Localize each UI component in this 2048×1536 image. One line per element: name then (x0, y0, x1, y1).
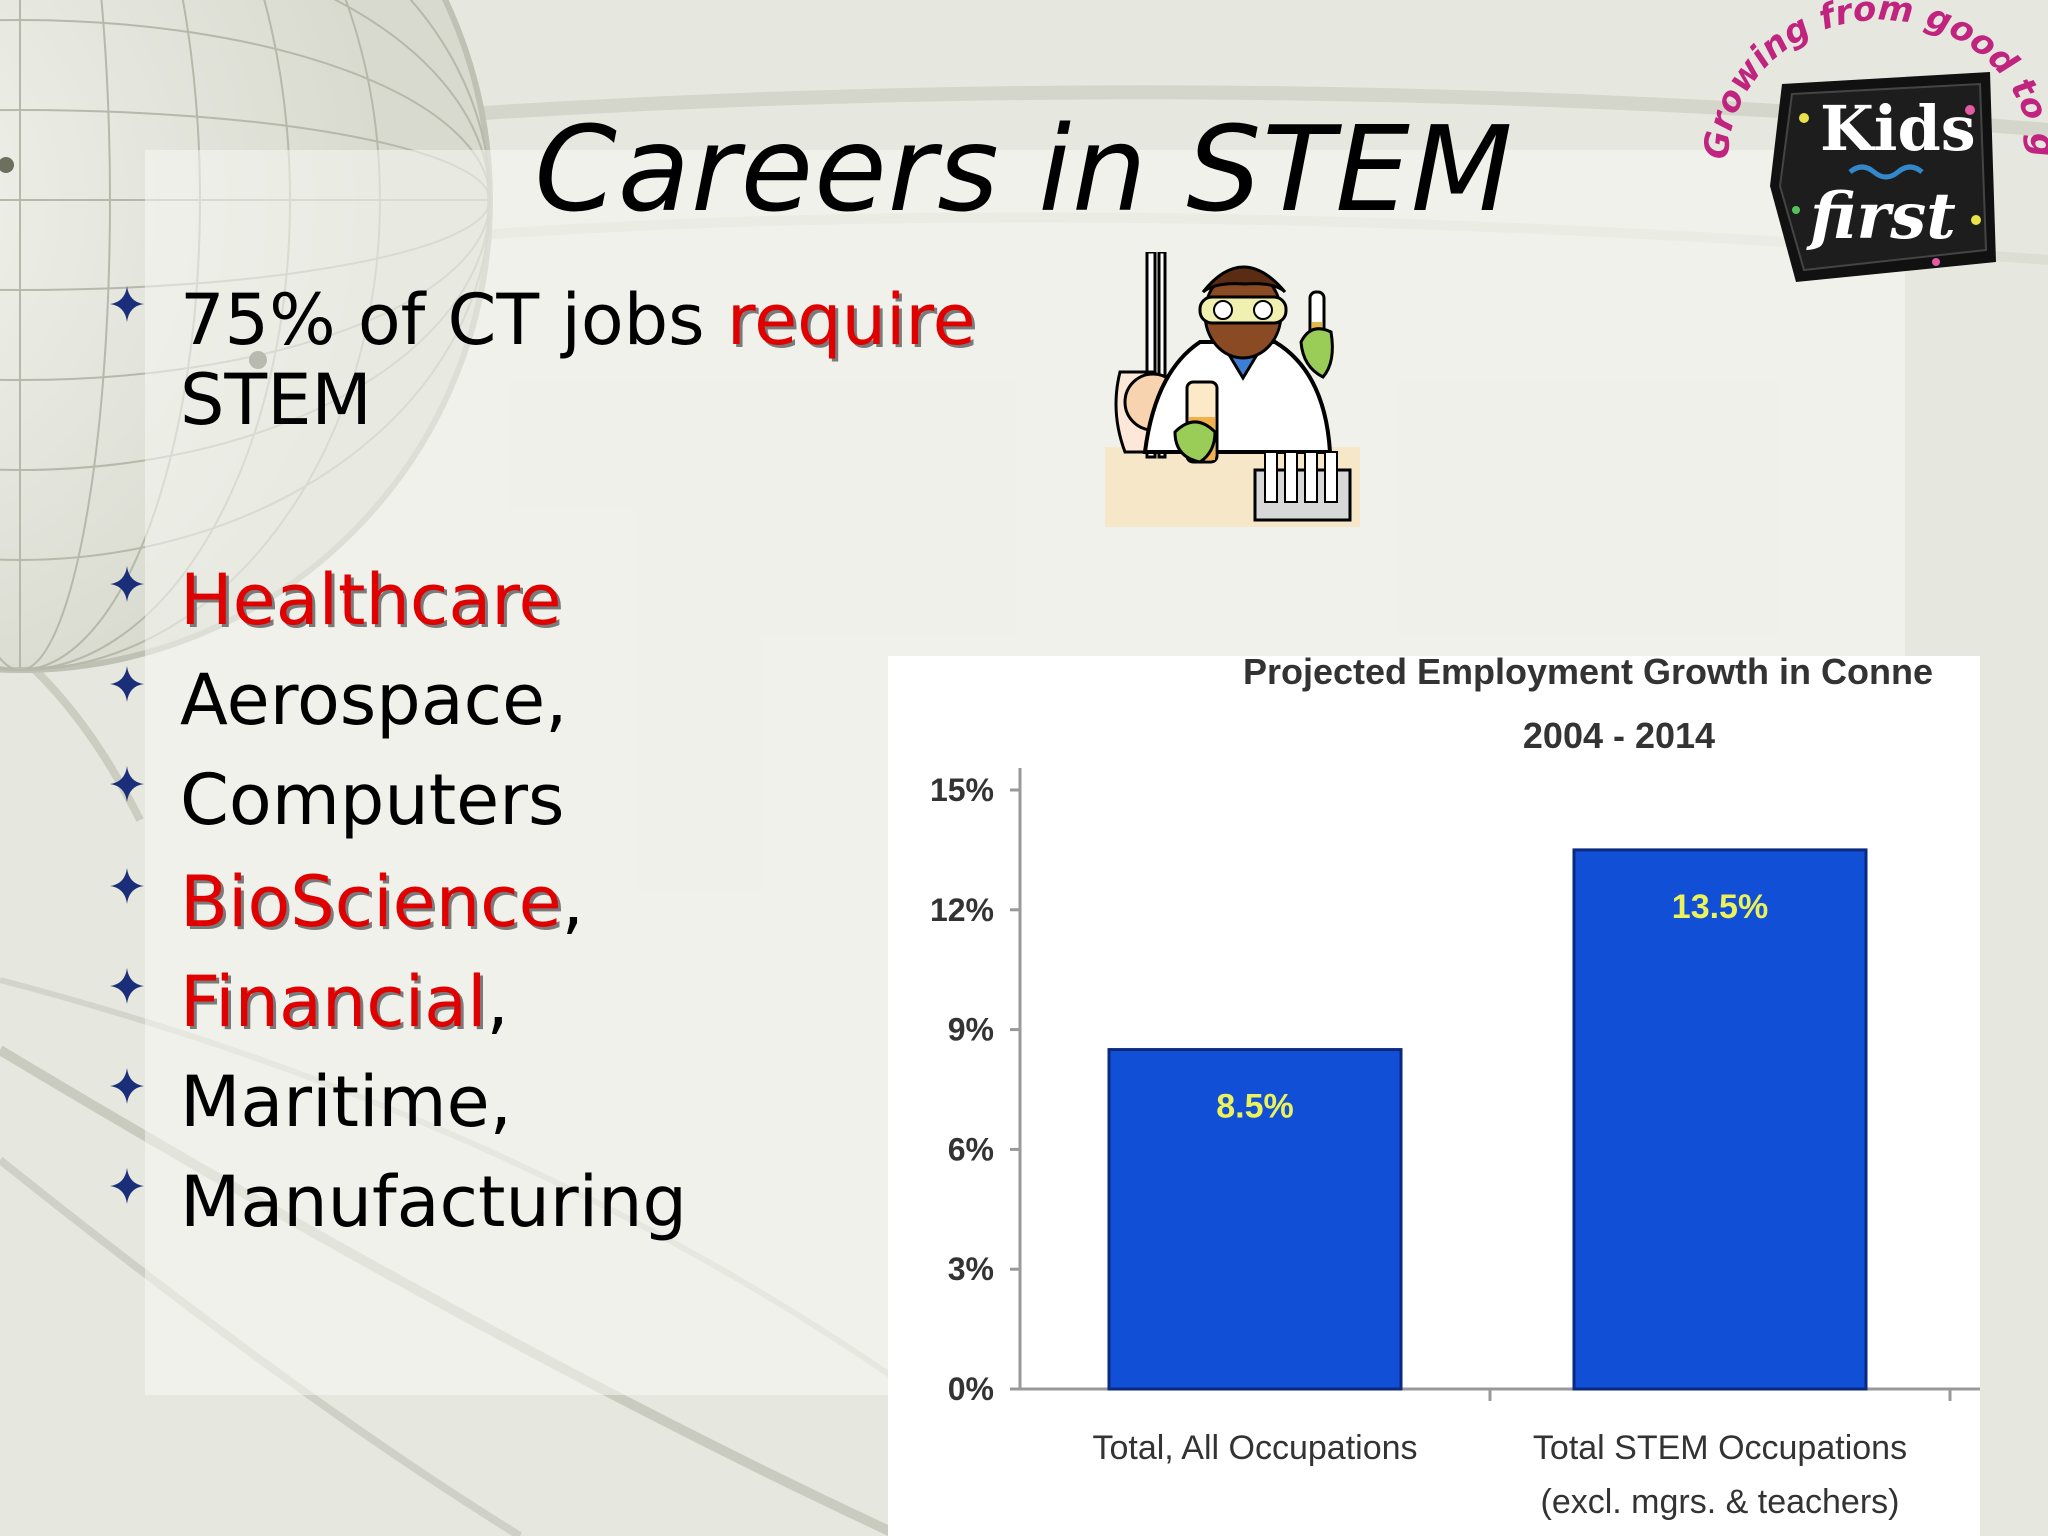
chart-svg: Projected Employment Growth in Conne 2004… (930, 656, 1980, 1521)
bullet-text: Financial, (180, 962, 509, 1042)
bullet-text-part: Aerospace, (180, 659, 568, 741)
bar (1107, 1048, 1403, 1391)
star-bullet-icon (110, 868, 144, 904)
star-bullet-icon (110, 1068, 144, 1104)
star-bullet-icon (110, 286, 144, 322)
star-bullet-icon (110, 968, 144, 1004)
bullet-text: Aerospace, (180, 660, 567, 740)
y-tick-label: 12% (930, 892, 994, 928)
bullet-text: Maritime, (180, 1062, 512, 1142)
highlighted-text: Financial (180, 961, 487, 1043)
x-category-label: Total, All Occupations (1092, 1429, 1417, 1467)
logo-first-text: first (1806, 179, 1956, 254)
employment-growth-chart: Projected Employment Growth in Conne 2004… (888, 656, 1980, 1536)
star-bullet-icon (110, 666, 144, 702)
chart-subtitle: 2004 - 2014 (1523, 715, 1715, 756)
y-tick-label: 3% (948, 1251, 994, 1287)
kids-first-logo: Growing from good to great Kids first (1700, 0, 2048, 282)
star-bullet-icon (110, 1168, 144, 1204)
y-tick-label: 15% (930, 772, 994, 808)
bullet-text-part: 75% of CT jobs (180, 279, 727, 361)
y-tick-label: 0% (948, 1371, 994, 1407)
y-tick-label: 9% (948, 1012, 994, 1048)
bullet-text-part: Computers (180, 759, 565, 841)
star-bullet-icon (110, 766, 144, 802)
chart-title: Projected Employment Growth in Conne (1243, 656, 1933, 692)
bullet-text-part: Maritime, (180, 1061, 512, 1143)
bullet-text: Healthcare (180, 560, 562, 640)
bullet-text: Manufacturing (180, 1162, 687, 1242)
highlighted-text: Healthcare (180, 559, 562, 641)
bullet-text: BioScience, (180, 862, 584, 942)
y-tick-label: 6% (948, 1131, 994, 1167)
scientist-illustration (1105, 252, 1360, 527)
bar-data-label: 13.5% (1672, 888, 1768, 926)
highlighted-text: BioScience (180, 861, 562, 943)
bullet-text: 75% of CT jobs require STEM (180, 280, 976, 440)
bar-data-label: 8.5% (1216, 1088, 1294, 1126)
page-title: Careers in STEM (534, 100, 1514, 238)
bullet-text: Computers (180, 760, 564, 840)
bullet-text-line2: STEM (180, 359, 372, 441)
x-category-label: Total STEM Occupations (1533, 1429, 1907, 1467)
logo-kids-text: Kids (1820, 92, 1976, 165)
bullet-text-part: Manufacturing (180, 1161, 687, 1243)
bar (1572, 848, 1868, 1391)
bullet-text-part: , (561, 861, 584, 943)
bullet-text-part: , (486, 961, 509, 1043)
x-category-label: (excl. mgrs. & teachers) (1541, 1483, 1900, 1521)
highlighted-text: require (726, 279, 976, 361)
star-bullet-icon (110, 566, 144, 602)
